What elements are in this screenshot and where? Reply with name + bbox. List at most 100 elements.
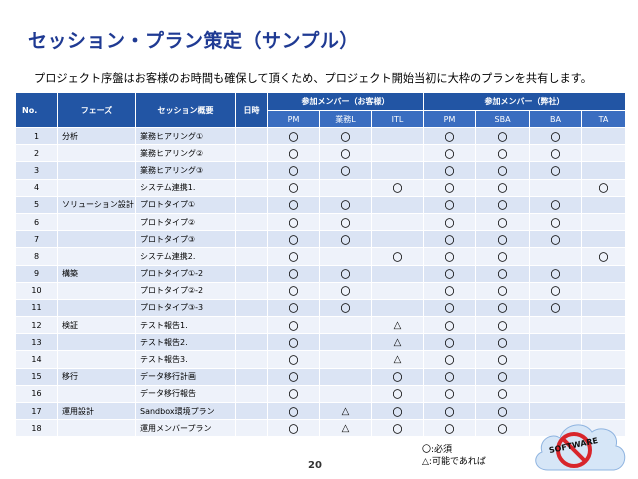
participation-mark-cell: 〇 — [475, 281, 531, 300]
participation-mark-cell: 〇 — [319, 126, 372, 146]
table-row: 6 プロトタイプ② 〇〇〇〇〇 — [15, 212, 627, 232]
row-phase-cell — [57, 161, 136, 180]
participation-mark-cell — [529, 384, 583, 404]
row-date-cell — [235, 144, 268, 163]
row-phase-cell: 構築 — [57, 264, 136, 283]
participation-mark-cell: 〇 — [529, 230, 583, 249]
participation-mark-cell: 〇 — [475, 333, 531, 352]
row-phase-cell: 検証 — [57, 316, 136, 335]
participation-mark-cell: 〇 — [319, 195, 372, 214]
participation-mark-cell: 〇 — [475, 350, 531, 369]
participation-mark-cell — [370, 281, 425, 300]
subheader-client-pm: PM — [267, 110, 320, 128]
slide-title: セッション・プラン策定（サンプル） — [28, 30, 359, 52]
participation-mark-cell: 〇 — [319, 161, 372, 180]
row-no-cell: 15 — [15, 367, 58, 386]
row-session-cell: テスト報告3. — [135, 350, 236, 369]
participation-mark-cell: 〇 — [267, 281, 320, 300]
participation-mark-cell: 〇 — [423, 401, 477, 421]
participation-mark-cell — [581, 281, 627, 300]
header-client-members: 参加メンバー（お客様） — [266, 92, 425, 111]
table-row: 4 システム連携1. 〇〇〇〇〇 — [15, 178, 627, 197]
participation-mark-cell — [529, 178, 583, 197]
participation-mark-cell: 〇 — [423, 350, 477, 369]
row-date-cell — [235, 401, 268, 421]
participation-mark-cell: 〇 — [475, 161, 531, 180]
row-no-cell: 2 — [15, 144, 58, 163]
row-date-cell — [235, 126, 268, 146]
row-phase-cell — [57, 298, 136, 318]
row-no-cell: 14 — [15, 350, 58, 369]
table-row: 12 検証 テスト報告1. 〇 △ 〇〇 — [15, 316, 627, 335]
participation-mark-cell: 〇 — [581, 247, 627, 266]
participation-mark-cell: △ — [370, 350, 425, 369]
participation-mark-cell — [581, 367, 627, 386]
participation-mark-cell: 〇 — [529, 264, 583, 283]
table-row: 8 システム連携2. 〇〇〇〇〇 — [15, 247, 627, 266]
table-row: 16 データ移行報告〇〇〇〇 — [15, 384, 627, 404]
row-no-cell: 13 — [15, 333, 58, 352]
table-row: 10 プロトタイプ②-2 〇〇〇〇〇 — [15, 281, 627, 300]
table-row: 2 業務ヒアリング② 〇〇〇〇〇 — [15, 144, 627, 163]
participation-mark-cell: 〇 — [423, 316, 477, 335]
row-session-cell: プロトタイプ② — [135, 212, 236, 232]
participation-mark-cell — [529, 333, 583, 352]
header-date: 日時 — [235, 92, 268, 128]
participation-mark-cell: 〇 — [319, 281, 372, 300]
subheader-company-sba: SBA — [475, 110, 531, 128]
participation-mark-cell: 〇 — [319, 264, 372, 283]
row-date-cell — [235, 316, 268, 335]
row-phase-cell — [57, 230, 136, 249]
row-no-cell: 16 — [15, 384, 58, 404]
participation-mark-cell — [370, 195, 425, 214]
participation-mark-cell: 〇 — [529, 298, 583, 318]
row-phase-cell — [57, 384, 136, 404]
row-session-cell: データ移行計画 — [135, 367, 236, 386]
participation-mark-cell: 〇 — [267, 419, 320, 438]
participation-mark-cell — [581, 212, 627, 232]
participation-mark-cell: 〇 — [581, 178, 627, 197]
participation-mark-cell — [370, 212, 425, 232]
participation-mark-cell: 〇 — [370, 247, 425, 266]
participation-mark-cell: 〇 — [423, 178, 477, 197]
row-no-cell: 4 — [15, 178, 58, 197]
participation-mark-cell: 〇 — [475, 316, 531, 335]
participation-mark-cell — [529, 316, 583, 335]
participation-mark-cell: 〇 — [475, 264, 531, 283]
row-no-cell: 8 — [15, 247, 58, 266]
row-no-cell: 1 — [15, 126, 58, 146]
participation-mark-cell: 〇 — [475, 230, 531, 249]
header-phase: フェーズ — [57, 92, 136, 128]
participation-mark-cell — [370, 161, 425, 180]
table-body: 1 分析 業務ヒアリング① 〇〇〇〇〇 2 業務ヒアリング② 〇〇〇〇〇 3 業務ヒアリング③ 〇… — [15, 126, 627, 438]
participation-mark-cell: 〇 — [267, 350, 320, 369]
table-row: 18 運用メンバープラン〇 △ 〇〇〇 — [15, 419, 627, 438]
page-number: 20 — [308, 460, 322, 471]
participation-mark-cell — [581, 230, 627, 249]
legend-if-possible: △:可能であれば — [422, 457, 486, 467]
participation-mark-cell — [319, 247, 372, 266]
participation-mark-cell: △ — [319, 401, 372, 421]
participation-mark-cell — [319, 178, 372, 197]
row-session-cell: プロトタイプ③-3 — [135, 298, 236, 318]
row-date-cell — [235, 247, 268, 266]
participation-mark-cell: 〇 — [267, 230, 320, 249]
legend-required: 〇:必須 — [422, 445, 453, 455]
participation-mark-cell — [370, 230, 425, 249]
row-date-cell — [235, 230, 268, 249]
participation-mark-cell: 〇 — [423, 384, 477, 404]
participation-mark-cell — [370, 126, 425, 146]
row-date-cell — [235, 419, 268, 438]
participation-mark-cell — [529, 247, 583, 266]
participation-mark-cell — [319, 367, 372, 386]
participation-mark-cell: 〇 — [370, 419, 425, 438]
participation-mark-cell: 〇 — [267, 144, 320, 163]
participation-mark-cell — [581, 384, 627, 404]
participation-mark-cell: 〇 — [529, 281, 583, 300]
participation-mark-cell: 〇 — [529, 212, 583, 232]
participation-mark-cell: △ — [370, 316, 425, 335]
row-no-cell: 3 — [15, 161, 58, 180]
participation-mark-cell: 〇 — [529, 144, 583, 163]
row-session-cell: プロトタイプ① — [135, 195, 236, 214]
participation-mark-cell: 〇 — [267, 247, 320, 266]
